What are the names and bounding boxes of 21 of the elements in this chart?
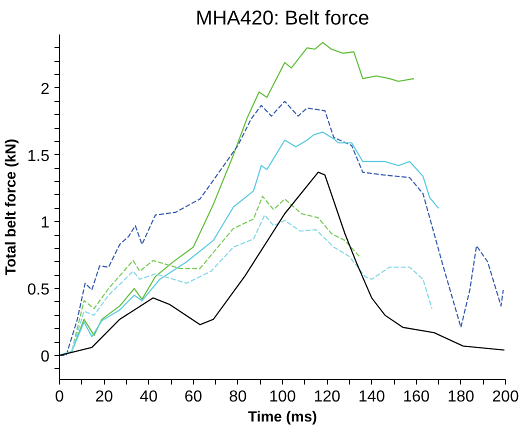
x-tick-label: 20 [95,388,114,406]
x-tick-label: 120 [314,388,341,406]
y-tick-label: 0.5 [27,282,50,299]
y-tick-label: 1.5 [27,148,50,165]
x-tick-label: 80 [229,388,247,406]
x-tick-label: 60 [184,388,202,406]
y-tick-label: 0 [40,348,50,366]
line-series [60,100,504,356]
x-tick-label: 200 [492,388,519,406]
x-tick-label: 100 [269,388,296,406]
x-tick-label: 0 [55,388,64,406]
x-tick-label: 160 [402,388,430,406]
x-tick-label: 40 [140,388,158,406]
y-tick-label: 1 [40,214,50,232]
y-tick-label: 2 [40,80,50,98]
line-series [60,214,433,356]
chart-title: MHA420: Belt force [196,8,370,30]
x-tick-label: 180 [448,388,474,406]
y-axis-title: Total belt force (kN) [3,138,20,276]
x-axis-title: Time (ms) [248,410,318,426]
x-tick-label: 140 [358,388,386,406]
